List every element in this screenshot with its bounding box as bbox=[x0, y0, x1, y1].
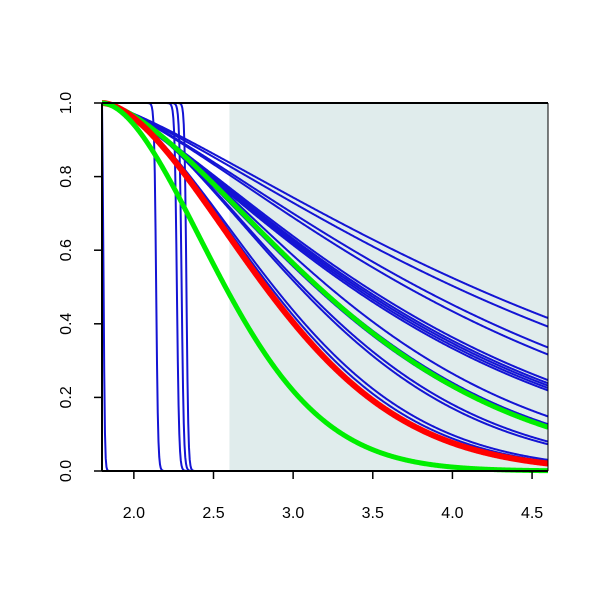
series-line-6 bbox=[102, 102, 548, 319]
y-tick-label: 0.0 bbox=[58, 460, 75, 482]
x-tick-label: 2.5 bbox=[202, 505, 224, 522]
series-line-8 bbox=[102, 102, 548, 349]
series-line-22 bbox=[102, 100, 548, 430]
axes bbox=[101, 102, 549, 472]
series-line-24 bbox=[102, 100, 548, 474]
x-tick-label: 3.5 bbox=[362, 505, 384, 522]
x-tick-label: 3.0 bbox=[282, 505, 304, 522]
y-tick-label: 0.8 bbox=[58, 165, 75, 187]
x-tick-label: 4.0 bbox=[441, 505, 463, 522]
series-line-7 bbox=[102, 102, 548, 328]
y-tick-label: 0.2 bbox=[58, 386, 75, 408]
x-axis-ticks: 2.0 2.5 3.0 3.5 4.0 4.5 bbox=[123, 471, 543, 522]
x-tick-label: 2.0 bbox=[123, 505, 145, 522]
y-tick-label: 1.0 bbox=[58, 92, 75, 114]
series-line-23 bbox=[102, 100, 548, 467]
y-tick-label: 0.4 bbox=[58, 313, 75, 335]
series-lines bbox=[102, 100, 548, 474]
series-line-9 bbox=[102, 102, 548, 356]
x-tick-label: 4.5 bbox=[521, 505, 543, 522]
y-tick-label: 0.6 bbox=[58, 239, 75, 261]
y-axis-ticks: 0.0 0.2 0.4 0.6 0.8 1.0 bbox=[58, 92, 102, 482]
shaded-region bbox=[229, 103, 548, 471]
